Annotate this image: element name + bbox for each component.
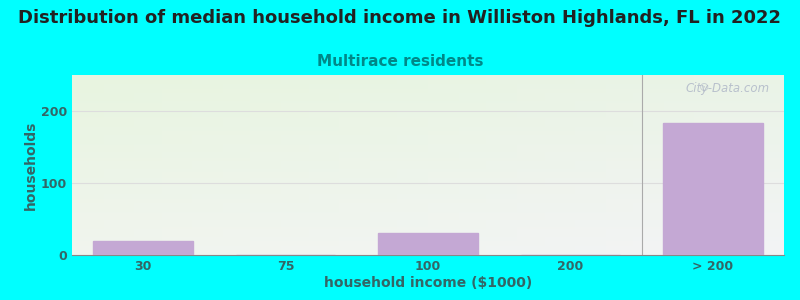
Text: ⊙: ⊙ (698, 81, 710, 94)
Bar (94, 241, 193, 255)
X-axis label: household income ($1000): household income ($1000) (324, 276, 532, 289)
Bar (663, 123, 762, 255)
Text: City-Data.com: City-Data.com (686, 82, 770, 95)
Y-axis label: households: households (24, 120, 38, 210)
Text: Distribution of median household income in Williston Highlands, FL in 2022: Distribution of median household income … (18, 9, 782, 27)
Text: Multirace residents: Multirace residents (317, 54, 483, 69)
Bar (378, 233, 478, 255)
